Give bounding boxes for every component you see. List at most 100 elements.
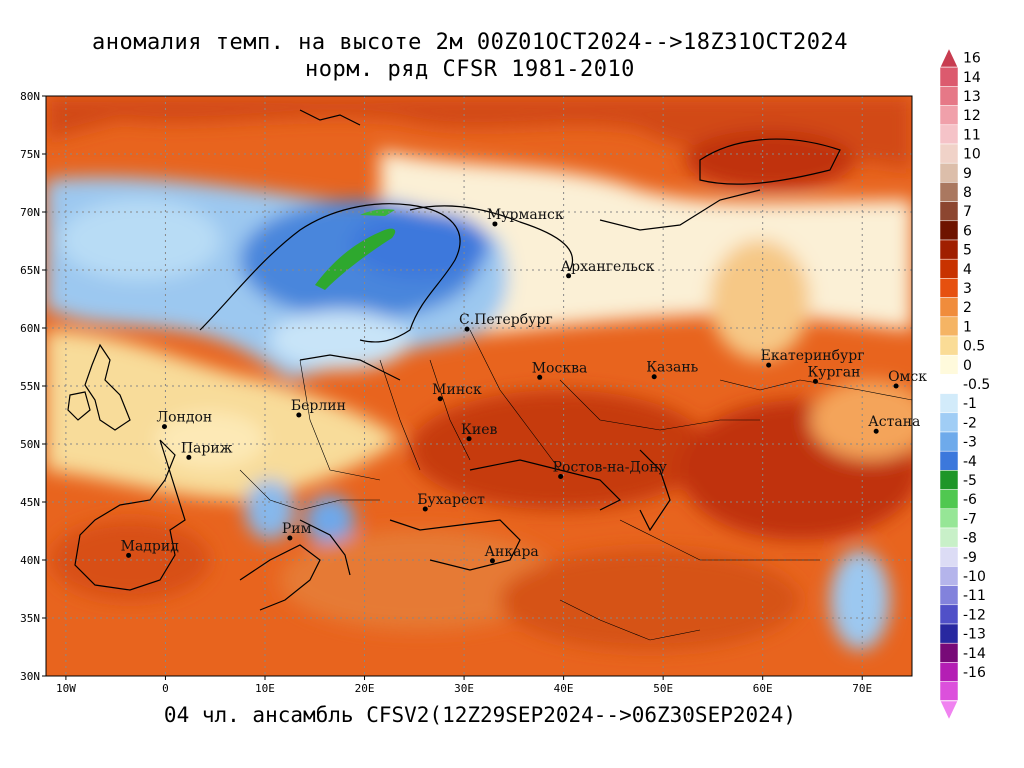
city-marker (766, 362, 772, 368)
city-marker (466, 436, 472, 442)
lon-tick-label: 30E (454, 682, 474, 695)
city-label: Рим (282, 521, 312, 537)
colorbar-label: -7 (963, 511, 977, 527)
colorbar-label: 5 (963, 243, 972, 259)
colorbar-label: -16 (963, 665, 986, 681)
colorbar-swatch (939, 585, 959, 606)
city-marker (537, 374, 543, 380)
colorbar-swatch (939, 546, 959, 567)
lat-tick-label: 45N (20, 496, 40, 509)
colorbar-swatch (939, 354, 959, 375)
city-label: Астана (868, 414, 920, 430)
colorbar-label: 1 (963, 319, 972, 335)
colorbar-label: 16 (963, 51, 981, 67)
city-label: Киев (461, 422, 497, 438)
lat-tick-label: 35N (20, 612, 40, 625)
colorbar-label: 3 (963, 281, 972, 297)
city-label: Екатеринбург (761, 348, 865, 364)
city-label: Казань (646, 360, 698, 376)
colorbar-label: -14 (963, 646, 986, 662)
colorbar-label: -9 (963, 550, 977, 566)
lat-tick-label: 75N (20, 148, 40, 161)
colorbar-swatch (939, 143, 959, 164)
colorbar-swatch (939, 412, 959, 433)
colorbar-swatch (939, 604, 959, 625)
map-subtitle: норм. ряд CFSR 1981-2010 (305, 57, 635, 82)
lon-tick-label: 20E (355, 682, 375, 695)
colorbar-swatch (939, 335, 959, 356)
colorbar-swatch (939, 66, 959, 87)
lon-tick-label: 10W (56, 682, 76, 695)
city-label: Берлин (291, 398, 346, 414)
colorbar-label: 14 (963, 70, 981, 86)
colorbar-swatch (939, 182, 959, 202)
colorbar-swatch (939, 700, 959, 722)
lat-tick-label: 80N (20, 90, 40, 103)
city-marker (422, 506, 428, 512)
colorbar-label: -11 (963, 588, 986, 604)
colorbar-label: -1 (963, 396, 977, 412)
colorbar-label: -12 (963, 607, 986, 623)
city-label: Омск (888, 369, 927, 385)
city-label: Минск (432, 382, 482, 398)
colorbar-label: 10 (963, 147, 981, 163)
city-label: С.Петербург (459, 312, 553, 328)
graticule (46, 96, 912, 676)
colorbar-label: 6 (963, 223, 972, 239)
lat-tick-label: 40N (20, 554, 40, 567)
city-label: Ростов-на-Дону (553, 459, 668, 475)
colorbar-label: 7 (963, 204, 972, 220)
colorbar-swatch (939, 258, 959, 279)
colorbar-swatch (939, 527, 959, 548)
colorbar-swatch (939, 46, 959, 68)
city-marker (464, 326, 470, 332)
city-label: Курган (807, 364, 860, 380)
city-label: Анкара (484, 544, 538, 560)
colorbar-label: 12 (963, 108, 981, 124)
colorbar-swatch (939, 623, 959, 644)
lon-tick-label: 10E (255, 682, 275, 695)
colorbar-swatch (939, 105, 959, 126)
colorbar-swatch (939, 393, 959, 414)
colorbar-label: -4 (963, 454, 977, 470)
map-axes: 80N 75N 70N 65N 60N 55N 50N 45N 40N 35N 30N 10W 0 10E… (20, 90, 872, 695)
colorbar-label: -8 (963, 531, 977, 547)
ensemble-footer: 04 чл. ансамбль CFSV2(12Z29SEP2024-->06Z… (163, 703, 797, 727)
city-marker (437, 396, 443, 402)
city-label: Бухарест (417, 492, 485, 508)
colorbar-swatch (939, 239, 959, 260)
colorbar-label: 8 (963, 185, 972, 201)
lat-tick-label: 60N (20, 322, 40, 335)
city-label: Архангельск (561, 259, 655, 275)
city-marker (873, 428, 879, 434)
anomaly-field (46, 96, 912, 676)
colorbar-swatch (939, 124, 959, 145)
lon-tick-label: 70E (852, 682, 872, 695)
lon-tick-label: 40E (554, 682, 574, 695)
colorbar-label: -5 (963, 473, 977, 489)
city-marker (296, 412, 302, 418)
colorbar-label: 4 (963, 262, 972, 278)
colorbar-swatch (939, 316, 959, 337)
colorbar-swatch (939, 278, 959, 298)
colorbar-swatch (939, 642, 959, 663)
coastlines (67, 109, 841, 611)
lat-tick-label: 30N (20, 670, 40, 683)
colorbar-label: -3 (963, 435, 977, 451)
colorbar-swatch (939, 566, 959, 586)
lon-tick-label: 0 (162, 682, 169, 695)
colorbar-swatch (939, 470, 959, 490)
city-marker (812, 378, 818, 384)
city-label: Мадрид (121, 538, 180, 554)
city-label: Лондон (156, 410, 212, 426)
city-marker (287, 535, 293, 541)
colorbar-swatch (939, 431, 959, 452)
colorbar-label: 9 (963, 166, 972, 182)
city-label: Мурманск (487, 207, 564, 223)
colorbar: 16 14 13 12 11 10 9 8 7 6 5 4 3 2 1 0.5 0 -0.5 -1 -2 -3 -4 -5 -… (939, 46, 990, 722)
colorbar-label: -2 (963, 415, 977, 431)
city-marker (893, 383, 899, 389)
colorbar-swatch (939, 450, 959, 471)
colorbar-swatch (939, 86, 959, 106)
